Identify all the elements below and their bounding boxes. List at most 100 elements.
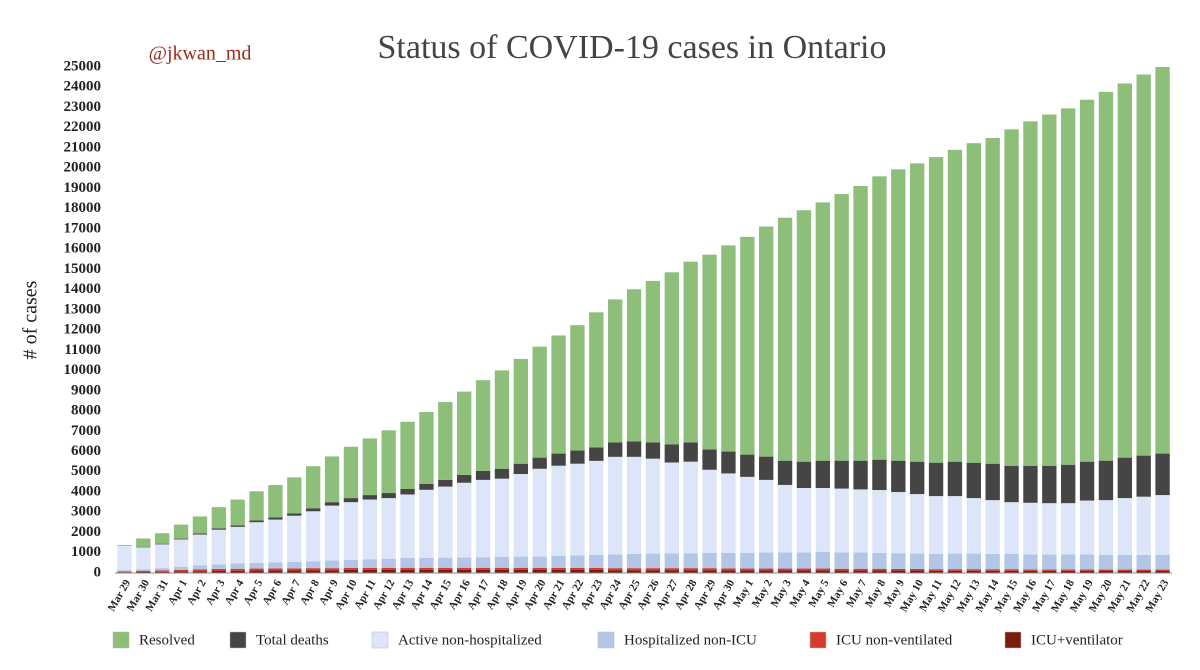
bar-segment	[287, 570, 302, 573]
bar-segment	[853, 552, 868, 569]
bar-segment	[910, 570, 925, 573]
bar-segment	[419, 569, 434, 573]
bar-segment	[211, 528, 226, 530]
bar-segment	[777, 217, 793, 461]
bar-segment	[1136, 74, 1151, 456]
bar-segment	[759, 456, 774, 480]
bar-segment	[664, 570, 679, 573]
bar-segment	[494, 468, 510, 479]
bar-segment	[589, 447, 604, 461]
bar-segment	[1098, 570, 1114, 573]
bar-segment	[947, 461, 963, 497]
bar-segment	[796, 461, 812, 488]
bar-segment	[570, 450, 585, 464]
y-tick-label: 3000	[71, 504, 101, 520]
bar-segment	[834, 568, 849, 571]
bar-segment	[702, 254, 717, 450]
y-tick-label: 15000	[64, 261, 102, 277]
bar-segment	[513, 569, 528, 573]
bar-segment	[268, 485, 283, 518]
bar-segment	[513, 463, 528, 475]
bar-segment	[1079, 500, 1095, 555]
bar-segment	[947, 569, 963, 571]
bar-segment	[306, 508, 321, 512]
bar-segment	[249, 562, 264, 569]
y-tick-label: 5000	[71, 463, 101, 479]
bar-segment	[740, 570, 755, 573]
bar-segment	[494, 478, 510, 557]
bar-segment	[1004, 129, 1019, 466]
bar-segment	[853, 489, 868, 553]
bar-segment	[985, 500, 1000, 554]
bar-segment	[777, 570, 793, 573]
bar-segment	[985, 553, 1000, 570]
bar-segment	[1079, 461, 1095, 501]
bar-segment	[626, 289, 642, 442]
bar-segment	[1117, 498, 1132, 555]
bar-segment	[324, 456, 340, 503]
bar-segment	[532, 468, 547, 557]
legend-swatch	[597, 631, 615, 649]
bar-segment	[230, 563, 245, 569]
bar-segment	[306, 570, 321, 573]
y-tick-label: 25000	[64, 58, 102, 74]
bar-segment	[872, 570, 887, 573]
bar-segment	[381, 569, 396, 573]
bar-segment	[777, 552, 793, 569]
bar-segment	[400, 489, 415, 495]
bar-segment	[985, 569, 1000, 571]
bar-segment	[1098, 569, 1114, 571]
bar-segment	[230, 570, 245, 573]
bar-segment	[626, 456, 642, 554]
bar-segment	[834, 488, 849, 553]
bar-segment	[136, 546, 151, 548]
bar-segment	[664, 462, 679, 554]
bar-segment	[626, 570, 642, 573]
bar-segment	[834, 570, 849, 573]
bar-segment	[457, 557, 472, 568]
bar-segment	[1042, 570, 1057, 573]
bar-segment	[1079, 569, 1095, 571]
bar-segment	[796, 487, 812, 553]
bar-segment	[985, 463, 1000, 501]
bar-segment	[1079, 570, 1095, 573]
bar-segment	[664, 568, 679, 571]
bar-segment	[287, 477, 302, 514]
bar-segment	[815, 551, 830, 569]
bar-segment	[664, 444, 679, 463]
bar-segment	[475, 470, 491, 480]
bar-segment	[211, 568, 226, 571]
bar-segment	[513, 358, 528, 464]
bar-segment	[1079, 99, 1095, 462]
bar-segment	[117, 571, 132, 573]
bar-segment	[683, 570, 698, 573]
bar-segment	[740, 552, 755, 569]
bar-segment	[173, 566, 189, 570]
bar-segment	[230, 526, 245, 564]
bar-segment	[815, 460, 830, 488]
bar-segment	[740, 454, 755, 477]
bar-segment	[136, 570, 151, 572]
bar-segment	[834, 552, 849, 569]
bar-segment	[589, 312, 604, 448]
bar-segment	[1117, 457, 1132, 499]
y-tick-label: 9000	[71, 382, 101, 398]
bar-segment	[551, 569, 566, 573]
bar-segment	[1061, 503, 1076, 555]
bar-segment	[438, 569, 453, 573]
bar-segment	[721, 570, 736, 573]
bar-segment	[1004, 569, 1019, 571]
y-tick-label: 16000	[64, 241, 102, 257]
bar-segment	[117, 570, 132, 572]
bar-segment	[324, 568, 340, 571]
bar-segment	[192, 569, 208, 572]
bar-segment	[853, 460, 868, 490]
legend-label: Hospitalized non-ICU	[624, 632, 757, 648]
bar-segment	[192, 516, 208, 534]
bar-segment	[532, 457, 547, 469]
bar-segment	[683, 568, 698, 571]
bar-segment	[1117, 554, 1132, 570]
bar-segment	[343, 569, 359, 573]
bar-segment	[1004, 570, 1019, 573]
bar-segment	[211, 529, 226, 565]
